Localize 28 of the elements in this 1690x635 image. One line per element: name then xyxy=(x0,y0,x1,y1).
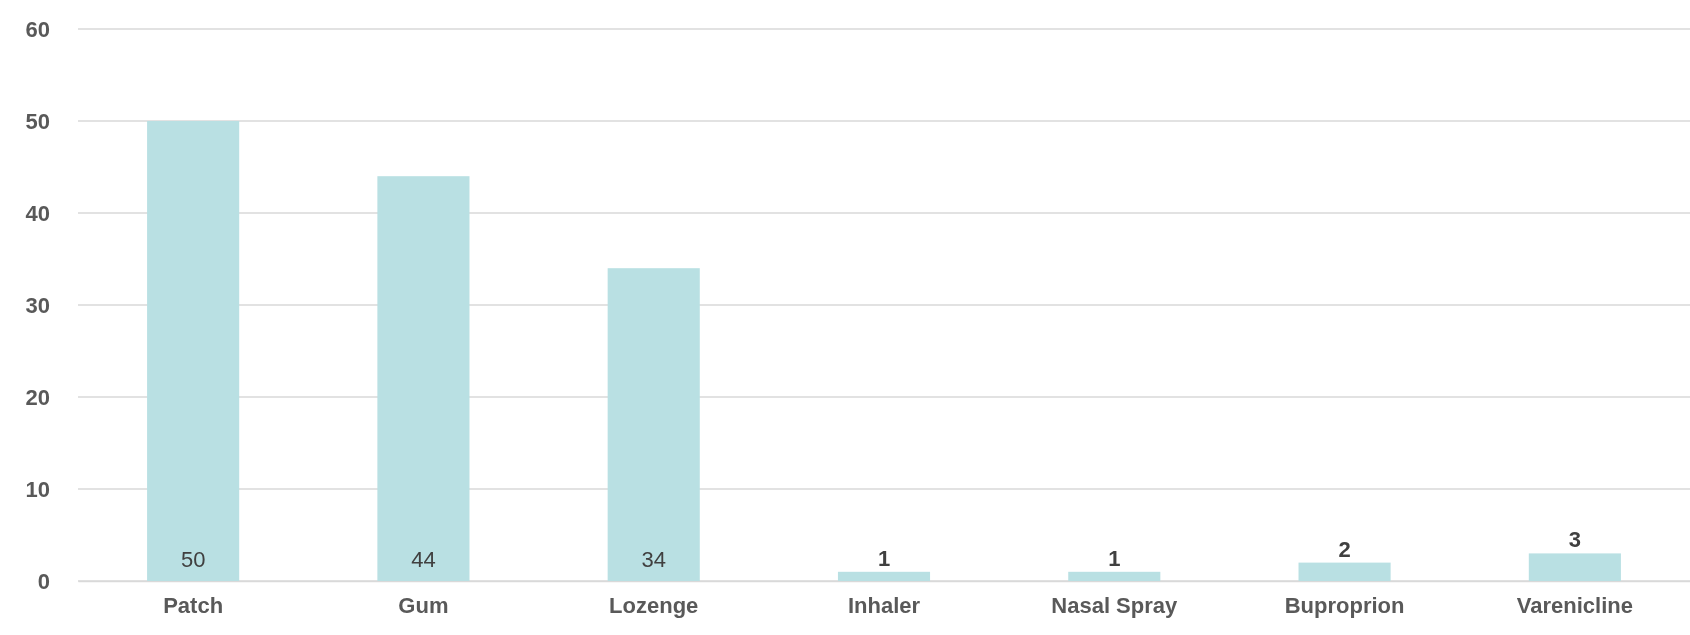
data-label: 1 xyxy=(1108,545,1121,571)
y-tick-label: 60 xyxy=(25,16,50,42)
x-tick-label: Lozenge xyxy=(609,592,699,618)
data-label: 34 xyxy=(641,547,666,572)
x-tick-label: Patch xyxy=(163,592,224,618)
data-label: 2 xyxy=(1338,536,1351,562)
bar xyxy=(1298,562,1391,581)
x-tick-label: Buproprion xyxy=(1284,592,1405,618)
data-label: 1 xyxy=(877,545,891,571)
bar xyxy=(607,268,700,581)
x-tick-label: Nasal Spray xyxy=(1051,592,1179,618)
bar xyxy=(147,121,240,581)
data-label: 50 xyxy=(180,547,206,572)
y-tick-label: 10 xyxy=(25,476,50,502)
y-tick-label: 20 xyxy=(25,384,50,410)
bar xyxy=(1528,553,1621,581)
y-tick-label: 30 xyxy=(25,292,50,318)
bar xyxy=(1068,571,1161,581)
data-label: 3 xyxy=(1568,527,1581,553)
x-tick-label: Varenicline xyxy=(1516,592,1633,618)
data-label: 44 xyxy=(411,547,436,572)
x-tick-label: Inhaler xyxy=(847,592,921,618)
y-tick-label: 40 xyxy=(25,200,50,226)
y-tick-label: 0 xyxy=(37,568,50,594)
x-tick-label: Gum xyxy=(398,592,449,618)
bar xyxy=(377,176,470,581)
y-tick-label: 50 xyxy=(25,108,50,134)
bar xyxy=(837,571,931,581)
